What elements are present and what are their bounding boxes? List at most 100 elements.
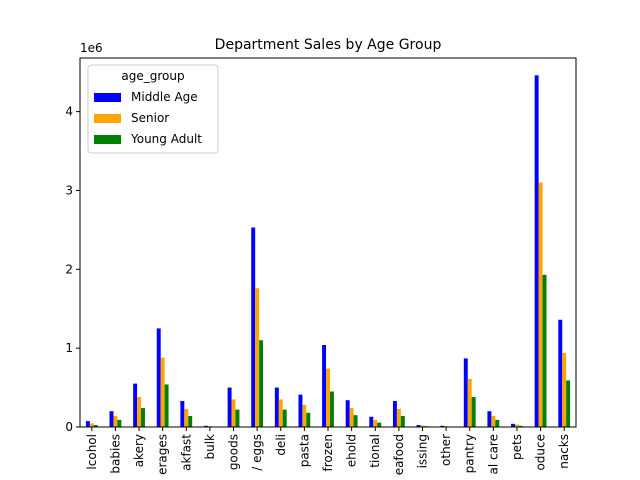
legend-box bbox=[87, 64, 219, 154]
legend-swatch-senior bbox=[94, 114, 121, 123]
bars-layer bbox=[85, 75, 571, 427]
bar-young-adult-3 bbox=[164, 384, 169, 427]
bar-young-adult-10 bbox=[329, 391, 334, 427]
x-tick-label-4: akfast bbox=[179, 434, 193, 471]
x-tick-label-13: eafood bbox=[392, 434, 406, 475]
bar-middle-age-9 bbox=[298, 394, 303, 427]
y-tick-label-2: 2 bbox=[65, 262, 73, 276]
bar-young-adult-11 bbox=[353, 415, 358, 427]
x-tick-label-17: al care bbox=[486, 434, 500, 475]
x-tick-label-11: ehold bbox=[345, 434, 359, 467]
bar-middle-age-14 bbox=[416, 425, 421, 427]
x-tick-label-8: deli bbox=[274, 434, 288, 456]
bar-middle-age-17 bbox=[487, 411, 492, 427]
x-tick-label-15: other bbox=[439, 434, 453, 466]
chart-title: Department Sales by Age Group bbox=[215, 37, 442, 53]
bar-senior-18 bbox=[514, 424, 519, 427]
bar-middle-age-8 bbox=[274, 387, 279, 427]
bar-senior-0 bbox=[89, 423, 94, 427]
bar-middle-age-1 bbox=[109, 411, 114, 427]
bar-middle-age-0 bbox=[85, 421, 90, 427]
bar-young-adult-0 bbox=[93, 425, 98, 427]
bar-young-adult-18 bbox=[518, 425, 523, 427]
legend-swatch-young-adult bbox=[94, 135, 121, 144]
bar-middle-age-16 bbox=[463, 358, 468, 427]
legend-swatch-middle-age bbox=[94, 93, 121, 102]
bar-senior-3 bbox=[160, 357, 165, 427]
y-tick-label-0: 0 bbox=[65, 420, 73, 434]
x-axis: lcohol babies akery erages akfast bulk goods / … bbox=[85, 427, 571, 475]
y-tick-label-3: 3 bbox=[65, 183, 73, 197]
x-tick-label-0: lcohol bbox=[85, 434, 99, 470]
x-tick-label-5: bulk bbox=[203, 434, 217, 460]
x-tick-label-3: erages bbox=[156, 434, 170, 475]
bar-middle-age-20 bbox=[558, 319, 563, 427]
bar-senior-11 bbox=[349, 408, 354, 427]
bar-middle-age-13 bbox=[392, 400, 397, 427]
bar-senior-12 bbox=[373, 419, 378, 427]
bar-young-adult-17 bbox=[495, 419, 500, 427]
legend-title: age_group bbox=[121, 69, 184, 83]
bar-senior-7 bbox=[255, 288, 260, 427]
legend-label-senior: Senior bbox=[131, 111, 169, 125]
bar-senior-9 bbox=[302, 404, 307, 427]
bar-young-adult-8 bbox=[282, 409, 287, 427]
bar-middle-age-18 bbox=[511, 423, 515, 427]
bar-young-adult-7 bbox=[259, 340, 264, 427]
legend-label-young-adult: Young Adult bbox=[130, 132, 202, 146]
bar-senior-2 bbox=[137, 397, 142, 427]
x-tick-label-18: pets bbox=[510, 434, 524, 460]
bar-middle-age-19 bbox=[534, 75, 539, 427]
bar-senior-14 bbox=[420, 425, 425, 427]
bar-senior-10 bbox=[326, 368, 330, 427]
bar-middle-age-12 bbox=[369, 416, 374, 427]
x-tick-label-9: pasta bbox=[297, 434, 311, 467]
bar-middle-age-10 bbox=[322, 345, 327, 427]
x-tick-label-19: oduce bbox=[534, 434, 548, 471]
bar-senior-13 bbox=[396, 408, 401, 427]
bar-middle-age-7 bbox=[251, 227, 256, 427]
x-tick-label-16: pantry bbox=[463, 434, 477, 473]
legend-label-middle-age: Middle Age bbox=[131, 90, 198, 104]
plot-frame bbox=[79, 57, 577, 428]
bar-young-adult-6 bbox=[235, 409, 240, 427]
bar-senior-8 bbox=[278, 399, 283, 427]
x-tick-label-7: / eggs bbox=[250, 434, 264, 471]
bar-senior-19 bbox=[538, 182, 543, 427]
bar-young-adult-13 bbox=[400, 415, 405, 427]
x-tick-label-6: goods bbox=[227, 434, 241, 470]
bar-middle-age-11 bbox=[345, 400, 350, 427]
bar-senior-16 bbox=[467, 378, 472, 427]
bar-young-adult-19 bbox=[542, 274, 547, 427]
bar-young-adult-12 bbox=[377, 422, 382, 427]
bar-middle-age-5 bbox=[204, 425, 208, 427]
bar-middle-age-2 bbox=[133, 383, 138, 427]
bar-senior-17 bbox=[491, 415, 496, 427]
y-axis-multiplier: 1e6 bbox=[80, 41, 103, 55]
x-tick-label-14: issing bbox=[415, 434, 429, 468]
y-axis: 0 1 2 3 4 bbox=[65, 105, 80, 434]
y-tick-label-4: 4 bbox=[65, 105, 73, 119]
bar-senior-20 bbox=[562, 352, 567, 427]
bar-senior-6 bbox=[231, 399, 236, 427]
x-tick-label-12: tional bbox=[368, 434, 382, 468]
bar-middle-age-6 bbox=[227, 387, 232, 427]
bar-young-adult-2 bbox=[141, 408, 145, 427]
bar-middle-age-3 bbox=[156, 328, 161, 427]
x-tick-label-1: babies bbox=[108, 434, 122, 474]
bar-young-adult-9 bbox=[306, 412, 311, 427]
bar-young-adult-20 bbox=[566, 380, 571, 427]
bar-senior-4 bbox=[184, 408, 189, 427]
bar-young-adult-4 bbox=[188, 415, 193, 427]
bar-middle-age-15 bbox=[440, 425, 445, 427]
x-tick-label-10: frozen bbox=[321, 434, 335, 472]
x-tick-label-2: akery bbox=[132, 434, 146, 467]
bar-young-adult-1 bbox=[117, 419, 122, 427]
legend: age_group Middle Age Senior Young Adult bbox=[87, 64, 219, 154]
bar-senior-1 bbox=[113, 415, 118, 427]
y-tick-label-1: 1 bbox=[65, 341, 73, 355]
bar-middle-age-4 bbox=[180, 400, 185, 427]
x-tick-label-20: nacks bbox=[557, 434, 571, 469]
bar-young-adult-16 bbox=[471, 397, 476, 427]
